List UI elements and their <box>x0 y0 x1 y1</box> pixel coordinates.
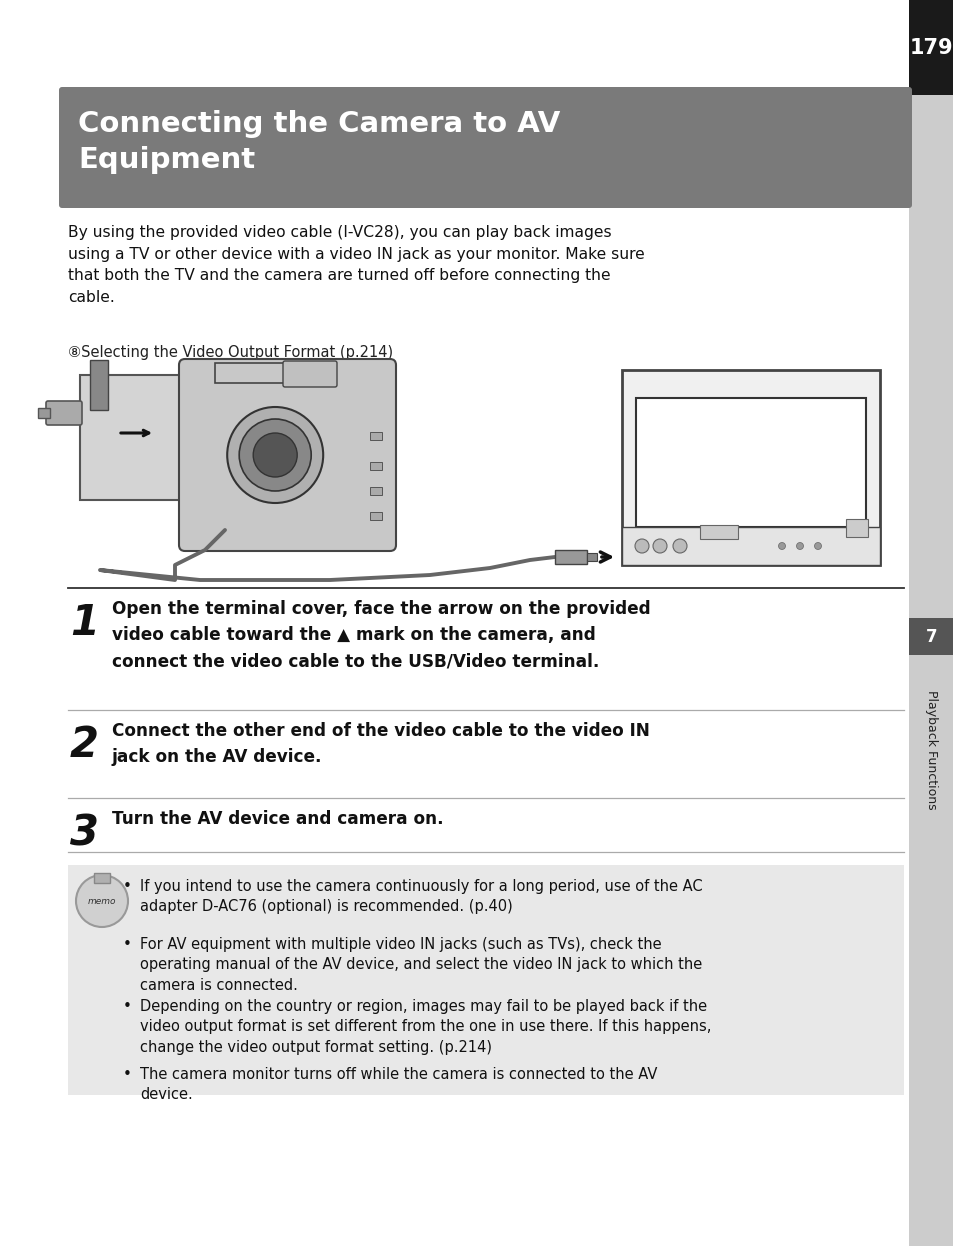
FancyBboxPatch shape <box>59 87 911 208</box>
Bar <box>555 549 586 564</box>
Bar <box>38 407 50 417</box>
Bar <box>621 370 879 564</box>
Circle shape <box>239 419 311 491</box>
Text: Turn the AV device and camera on.: Turn the AV device and camera on. <box>112 810 443 829</box>
Circle shape <box>635 540 648 553</box>
Bar <box>370 432 381 440</box>
Bar <box>214 363 294 383</box>
Text: ⑧Selecting the Video Output Format (p.214): ⑧Selecting the Video Output Format (p.21… <box>68 345 393 360</box>
Text: Connect the other end of the video cable to the video IN
jack on the AV device.: Connect the other end of the video cable… <box>112 721 649 766</box>
Bar <box>845 520 867 537</box>
Bar <box>94 873 110 883</box>
Text: •: • <box>123 999 132 1014</box>
Text: The camera monitor turns off while the camera is connected to the AV
device.: The camera monitor turns off while the c… <box>140 1067 657 1103</box>
Text: Depending on the country or region, images may fail to be played back if the
vid: Depending on the country or region, imag… <box>140 999 711 1055</box>
Bar <box>621 527 879 564</box>
FancyBboxPatch shape <box>179 359 395 551</box>
Text: •: • <box>123 878 132 893</box>
Text: Playback Functions: Playback Functions <box>924 690 937 810</box>
Text: For AV equipment with multiple video IN jacks (such as TVs), check the
operating: For AV equipment with multiple video IN … <box>140 937 701 993</box>
Bar <box>908 0 953 1246</box>
Bar <box>90 360 108 410</box>
FancyBboxPatch shape <box>46 401 82 425</box>
Bar <box>908 618 953 655</box>
Text: 179: 179 <box>909 37 952 57</box>
Text: 2: 2 <box>70 724 99 766</box>
Bar <box>908 0 953 95</box>
Bar <box>370 462 381 470</box>
Bar <box>370 512 381 520</box>
Circle shape <box>814 542 821 549</box>
Circle shape <box>652 540 666 553</box>
Text: •: • <box>123 1067 132 1082</box>
Bar <box>636 397 865 527</box>
Text: memo: memo <box>88 897 116 906</box>
Text: By using the provided video cable (I-VC28), you can play back images
using a TV : By using the provided video cable (I-VC2… <box>68 226 644 305</box>
Bar <box>80 375 192 500</box>
Circle shape <box>778 542 784 549</box>
Circle shape <box>672 540 686 553</box>
Circle shape <box>253 434 297 477</box>
Bar <box>700 525 738 540</box>
Bar <box>370 487 381 495</box>
Text: 7: 7 <box>924 628 937 645</box>
FancyBboxPatch shape <box>283 361 336 388</box>
Text: 1: 1 <box>70 602 99 644</box>
Circle shape <box>796 542 802 549</box>
Text: Open the terminal cover, face the arrow on the provided
video cable toward the ▲: Open the terminal cover, face the arrow … <box>112 601 650 670</box>
Text: •: • <box>123 937 132 952</box>
Text: If you intend to use the camera continuously for a long period, use of the AC
ad: If you intend to use the camera continuo… <box>140 878 702 915</box>
Bar <box>586 553 597 561</box>
Bar <box>68 865 903 1095</box>
Circle shape <box>227 407 323 503</box>
Text: 3: 3 <box>70 812 99 854</box>
Circle shape <box>76 875 128 927</box>
Text: Connecting the Camera to AV
Equipment: Connecting the Camera to AV Equipment <box>78 110 559 173</box>
